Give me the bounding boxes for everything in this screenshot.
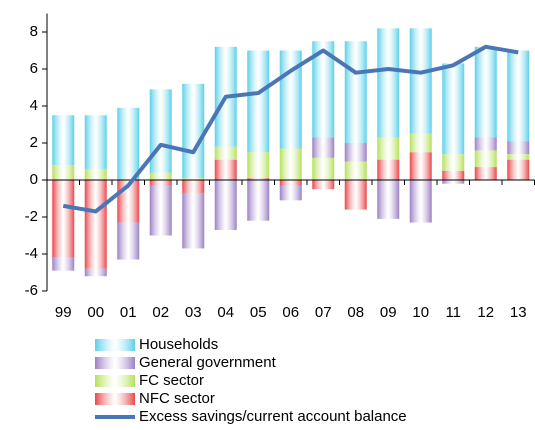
- bar-segment: [507, 154, 530, 160]
- legend-label: NFC sector: [139, 390, 215, 407]
- legend-label: Households: [139, 336, 218, 353]
- bar-segment: [84, 268, 107, 277]
- bar-segment: [442, 63, 465, 155]
- bar-segment: [474, 46, 497, 138]
- bar-segment: [377, 28, 400, 138]
- bar-segment: [279, 148, 302, 180]
- x-tick-label: 09: [380, 304, 397, 321]
- bar-segment: [507, 50, 530, 142]
- x-tick-label: 00: [87, 304, 104, 321]
- bar-segment: [474, 137, 497, 151]
- bar-segment: [84, 180, 107, 269]
- x-tick-label: 06: [282, 304, 299, 321]
- bar-segment: [247, 152, 270, 179]
- bar-segment: [312, 180, 335, 190]
- x-tick-label: 07: [315, 304, 332, 321]
- bar-segment: [344, 161, 367, 180]
- bar-segment: [247, 180, 270, 221]
- bar-segment: [52, 180, 75, 258]
- legend-label: FC sector: [139, 372, 204, 389]
- legend-label: General government: [139, 354, 277, 371]
- x-tick-label: 02: [152, 304, 169, 321]
- y-tick-label: 8: [30, 23, 38, 40]
- bar-segment: [442, 154, 465, 171]
- x-tick-label: 03: [185, 304, 202, 321]
- legend-swatch: [95, 339, 135, 351]
- bar-segment: [507, 159, 530, 180]
- x-tick-label: 05: [250, 304, 267, 321]
- bar-segment: [247, 50, 270, 153]
- bar-segment: [52, 257, 75, 271]
- y-tick-label: -6: [25, 282, 38, 299]
- bar-segment: [149, 180, 172, 186]
- bar-segment: [247, 178, 270, 180]
- bar-segment: [409, 180, 432, 223]
- bar-segment: [474, 150, 497, 168]
- bar-segment: [117, 222, 140, 260]
- x-tick-label: 13: [510, 304, 527, 321]
- bar-segment: [84, 168, 107, 180]
- bar-segment: [214, 180, 237, 230]
- bar-segment: [149, 89, 172, 173]
- bar-segment: [377, 159, 400, 180]
- x-tick-label: 08: [347, 304, 364, 321]
- y-tick-label: 4: [30, 97, 38, 114]
- line-series: [62, 44, 519, 214]
- x-tick-label: 11: [445, 304, 461, 321]
- y-tick-label: 6: [30, 60, 38, 77]
- x-tick-label: 04: [217, 304, 234, 321]
- bar-segment: [279, 185, 302, 201]
- legend-swatch: [95, 375, 135, 387]
- bar-segment: [312, 157, 335, 180]
- bar-segment: [474, 167, 497, 180]
- bar-segment: [182, 83, 205, 179]
- bar-segment: [182, 192, 205, 249]
- x-tick-label: 10: [412, 304, 429, 321]
- bar-segment: [214, 146, 237, 160]
- y-tick-label: 2: [30, 134, 38, 151]
- y-tick-label: -4: [25, 245, 38, 262]
- x-tick-label: 12: [477, 304, 494, 321]
- bar-segment: [279, 180, 302, 186]
- bar-segment: [442, 170, 465, 180]
- y-tick-label: 0: [30, 171, 38, 188]
- bar-segment: [52, 165, 75, 180]
- bar-segment: [507, 141, 530, 155]
- legend-swatch: [95, 357, 135, 369]
- bar-segment: [182, 178, 205, 180]
- bar-segment: [344, 180, 367, 210]
- bar-segment: [214, 159, 237, 180]
- bar-segment: [344, 41, 367, 143]
- bar-segment: [377, 137, 400, 160]
- bar-segment: [312, 41, 335, 138]
- x-tick-label: 01: [120, 304, 137, 321]
- bar-segment: [84, 115, 107, 169]
- bar-segment: [312, 137, 335, 158]
- bar-segment: [117, 107, 140, 180]
- legend-label: Excess savings/current account balance: [139, 408, 407, 425]
- x-tick-label: 99: [55, 304, 72, 321]
- bar-segment: [409, 28, 432, 134]
- bar-segment: [442, 180, 465, 184]
- legend-swatch: [95, 393, 135, 405]
- bar-segment: [182, 180, 205, 193]
- bar-segment: [52, 115, 75, 166]
- bar-segment: [409, 152, 432, 180]
- bar-segment: [377, 180, 400, 219]
- bar-segment: [149, 185, 172, 236]
- bar-segment: [149, 172, 172, 180]
- y-tick-label: -2: [25, 208, 38, 225]
- bar-segment: [344, 143, 367, 162]
- bar-segment: [409, 133, 432, 153]
